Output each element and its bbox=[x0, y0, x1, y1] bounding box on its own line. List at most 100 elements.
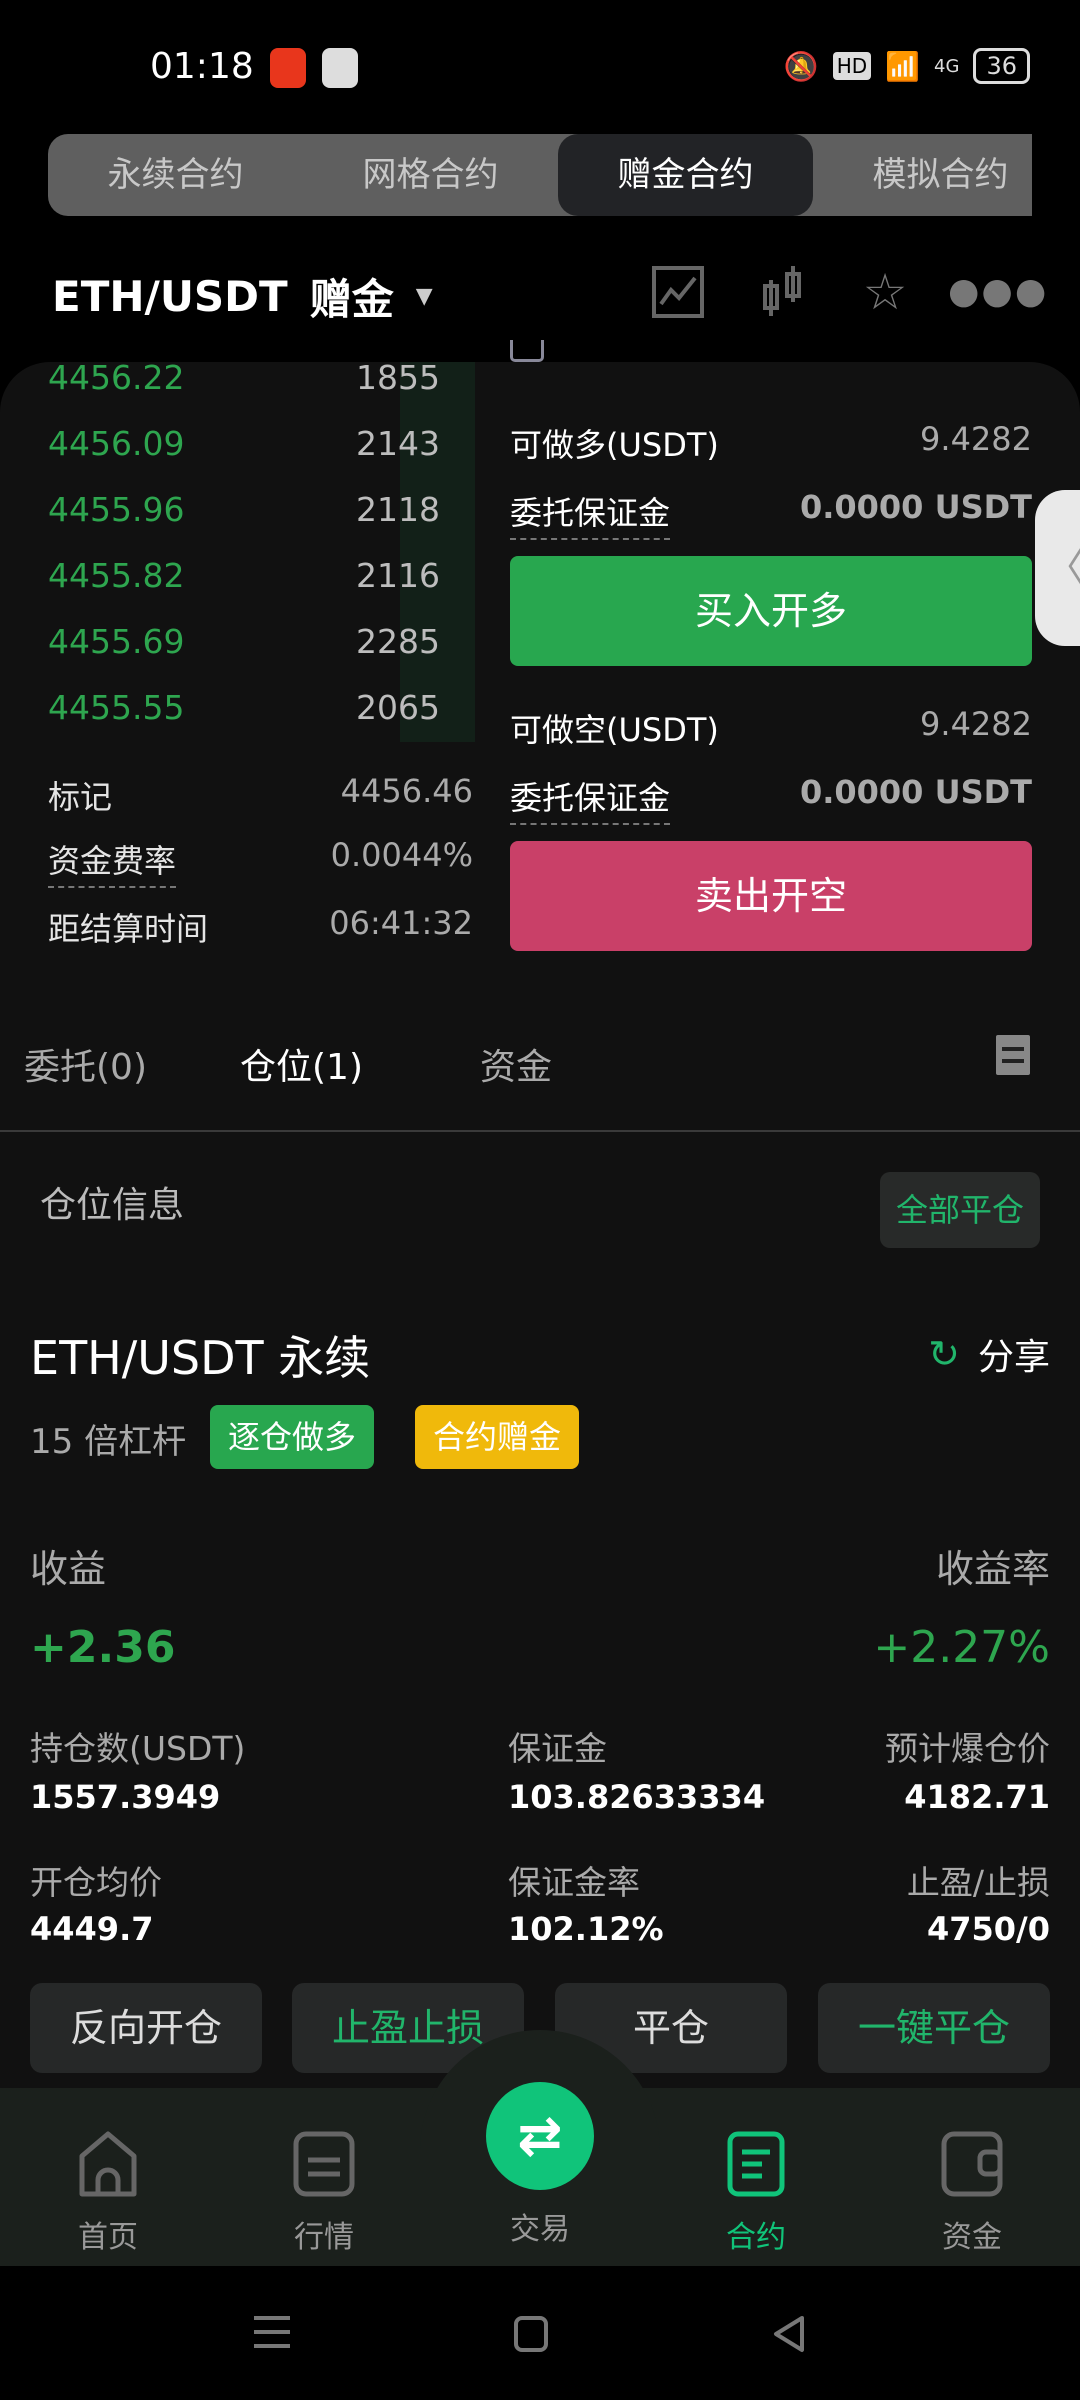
candlestick-icon[interactable] bbox=[752, 262, 812, 322]
nav-label: 交易 bbox=[510, 2212, 570, 2247]
side-badge: 逐仓做多 bbox=[210, 1405, 375, 1469]
orderbook-row[interactable]: 4456.22 1855 bbox=[0, 358, 480, 418]
divider bbox=[0, 1130, 1080, 1132]
tab-grid[interactable]: 网格合约 bbox=[362, 155, 499, 195]
bid-price: 4455.96 bbox=[48, 490, 185, 529]
bid-price: 4456.22 bbox=[48, 358, 185, 397]
value: 9.4282 bbox=[920, 705, 1032, 743]
bid-qty: 2285 bbox=[356, 622, 440, 661]
long-margin: 委托保证金 0.0000 USDT bbox=[510, 488, 1032, 540]
share-button[interactable]: ↻ 分享 bbox=[928, 1328, 1050, 1380]
orderbook-row[interactable]: 4455.96 2118 bbox=[0, 490, 480, 550]
caret-down-icon: ▼ bbox=[415, 284, 433, 309]
more-icon[interactable]: ●●● bbox=[948, 271, 1049, 312]
bid-qty: 2143 bbox=[356, 424, 440, 463]
hd-icon: HD bbox=[832, 52, 872, 80]
orderbook-row[interactable]: 4455.69 2285 bbox=[0, 622, 480, 682]
status-bar: 01:18 🔕 HD 📶 4G 36 bbox=[0, 0, 1080, 120]
close-all-button[interactable]: 全部平仓 bbox=[880, 1172, 1040, 1248]
pair-selector[interactable]: ETH/USDT 赠金 ▼ bbox=[52, 266, 433, 327]
tp-sl-button[interactable]: 止盈止损 bbox=[292, 1983, 524, 2073]
bid-qty: 2116 bbox=[356, 556, 440, 595]
signal-icon: 4G bbox=[934, 55, 960, 77]
bid-price: 4455.55 bbox=[48, 688, 185, 727]
short-available: 可做空(USDT) 9.4282 bbox=[510, 705, 1032, 751]
contract-type-tabs: 永续合约 网格合约 赠金合约 模拟合约 bbox=[48, 134, 1032, 216]
label: 可做空(USDT) bbox=[510, 711, 719, 749]
buy-long-button[interactable]: 买入开多 bbox=[510, 556, 1032, 666]
margin-ratio: 102.12% bbox=[508, 1910, 664, 1948]
nav-label: 首页 bbox=[78, 2220, 138, 2255]
tab-demo[interactable]: 模拟合约 bbox=[872, 155, 1009, 195]
bid-qty: 1855 bbox=[356, 358, 440, 397]
market-icon bbox=[293, 2131, 355, 2197]
system-nav-bar bbox=[0, 2266, 1080, 2400]
field-label: 保证金率 bbox=[508, 1863, 640, 1902]
tab-orders[interactable]: 委托(0) bbox=[24, 1047, 147, 1088]
funding-rate[interactable]: 资金费率 0.0044% bbox=[48, 836, 473, 888]
star-icon[interactable]: ☆ bbox=[862, 263, 908, 321]
chart-icon[interactable] bbox=[648, 262, 708, 322]
reverse-button[interactable]: 反向开仓 bbox=[30, 1983, 262, 2073]
bid-price: 4455.69 bbox=[48, 622, 185, 661]
roe-label: 收益率 bbox=[935, 1547, 1050, 1591]
recents-icon[interactable] bbox=[254, 2316, 290, 2348]
trade-swap-icon[interactable]: ⇄ bbox=[486, 2082, 594, 2190]
long-available: 可做多(USDT) 9.4282 bbox=[510, 420, 1032, 466]
short-margin: 委托保证金 0.0000 USDT bbox=[510, 773, 1032, 825]
orderbook-row[interactable]: 4455.55 2065 bbox=[0, 688, 480, 748]
home-button-icon[interactable] bbox=[514, 2316, 548, 2352]
tab-bonus[interactable]: 赠金合约 bbox=[558, 134, 813, 216]
bid-qty: 2118 bbox=[356, 490, 440, 529]
leverage: 15 倍杠杆 bbox=[30, 1422, 187, 1462]
list-icon[interactable] bbox=[996, 1035, 1030, 1075]
value: 0.0000 USDT bbox=[799, 773, 1032, 811]
pnl-label: 收益 bbox=[30, 1547, 107, 1591]
nav-label: 行情 bbox=[294, 2220, 354, 2255]
bid-qty: 2065 bbox=[356, 688, 440, 727]
back-icon[interactable] bbox=[770, 2314, 806, 2354]
nav-funds[interactable]: 资金 bbox=[912, 2130, 1032, 2256]
value: 0.0044% bbox=[330, 836, 473, 874]
field-label: 预计爆仓价 bbox=[885, 1729, 1050, 1768]
settlement-countdown: 距结算时间 06:41:32 bbox=[48, 904, 473, 950]
label: 资金费率 bbox=[48, 836, 177, 888]
label: 可做多(USDT) bbox=[510, 426, 719, 464]
pnl-value: +2.36 bbox=[30, 1622, 176, 1673]
nav-trade[interactable]: 交易 bbox=[480, 2196, 600, 2248]
nav-contract[interactable]: 合约 bbox=[696, 2130, 816, 2256]
position-size: 1557.3949 bbox=[30, 1778, 221, 1816]
pair-name: ETH/USDT bbox=[52, 272, 288, 321]
tab-funds[interactable]: 资金 bbox=[480, 1047, 553, 1088]
value: 4456.46 bbox=[340, 772, 473, 810]
sell-short-button[interactable]: 卖出开空 bbox=[510, 841, 1032, 951]
label[interactable]: 委托保证金 bbox=[510, 488, 671, 540]
nav-label: 资金 bbox=[942, 2220, 1002, 2255]
nav-label: 合约 bbox=[726, 2220, 786, 2255]
bonus-badge: 合约赠金 bbox=[415, 1405, 580, 1469]
orderbook-row[interactable]: 4455.82 2116 bbox=[0, 556, 480, 616]
tp-sl: 4750/0 bbox=[926, 1910, 1050, 1948]
contract-icon bbox=[727, 2131, 785, 2197]
label[interactable]: 委托保证金 bbox=[510, 773, 671, 825]
app-notification-icon bbox=[270, 48, 306, 88]
tab-perpetual[interactable]: 永续合约 bbox=[107, 155, 244, 195]
label: 距结算时间 bbox=[48, 910, 209, 948]
nav-home[interactable]: 首页 bbox=[48, 2130, 168, 2256]
liq-price: 4182.71 bbox=[904, 1778, 1050, 1816]
section-title: 仓位信息 bbox=[40, 1185, 185, 1226]
app-notification-icon bbox=[322, 48, 358, 88]
share-icon: ↻ bbox=[928, 1332, 960, 1376]
one-click-close-button[interactable]: 一键平仓 bbox=[818, 1983, 1050, 2073]
mute-icon: 🔕 bbox=[783, 49, 819, 83]
orderbook-row[interactable]: 4456.09 2143 bbox=[0, 424, 480, 484]
clock: 01:18 bbox=[150, 46, 254, 87]
tab-positions[interactable]: 仓位(1) bbox=[240, 1047, 363, 1088]
mark-price: 标记 4456.46 bbox=[48, 772, 473, 818]
bid-price: 4456.09 bbox=[48, 424, 185, 463]
nav-market[interactable]: 行情 bbox=[264, 2130, 384, 2256]
field-label: 止盈/止损 bbox=[906, 1863, 1050, 1902]
checkbox[interactable] bbox=[510, 340, 544, 362]
entry-price: 4449.7 bbox=[30, 1910, 154, 1948]
side-drawer-handle[interactable]: 〈 bbox=[1035, 490, 1080, 646]
